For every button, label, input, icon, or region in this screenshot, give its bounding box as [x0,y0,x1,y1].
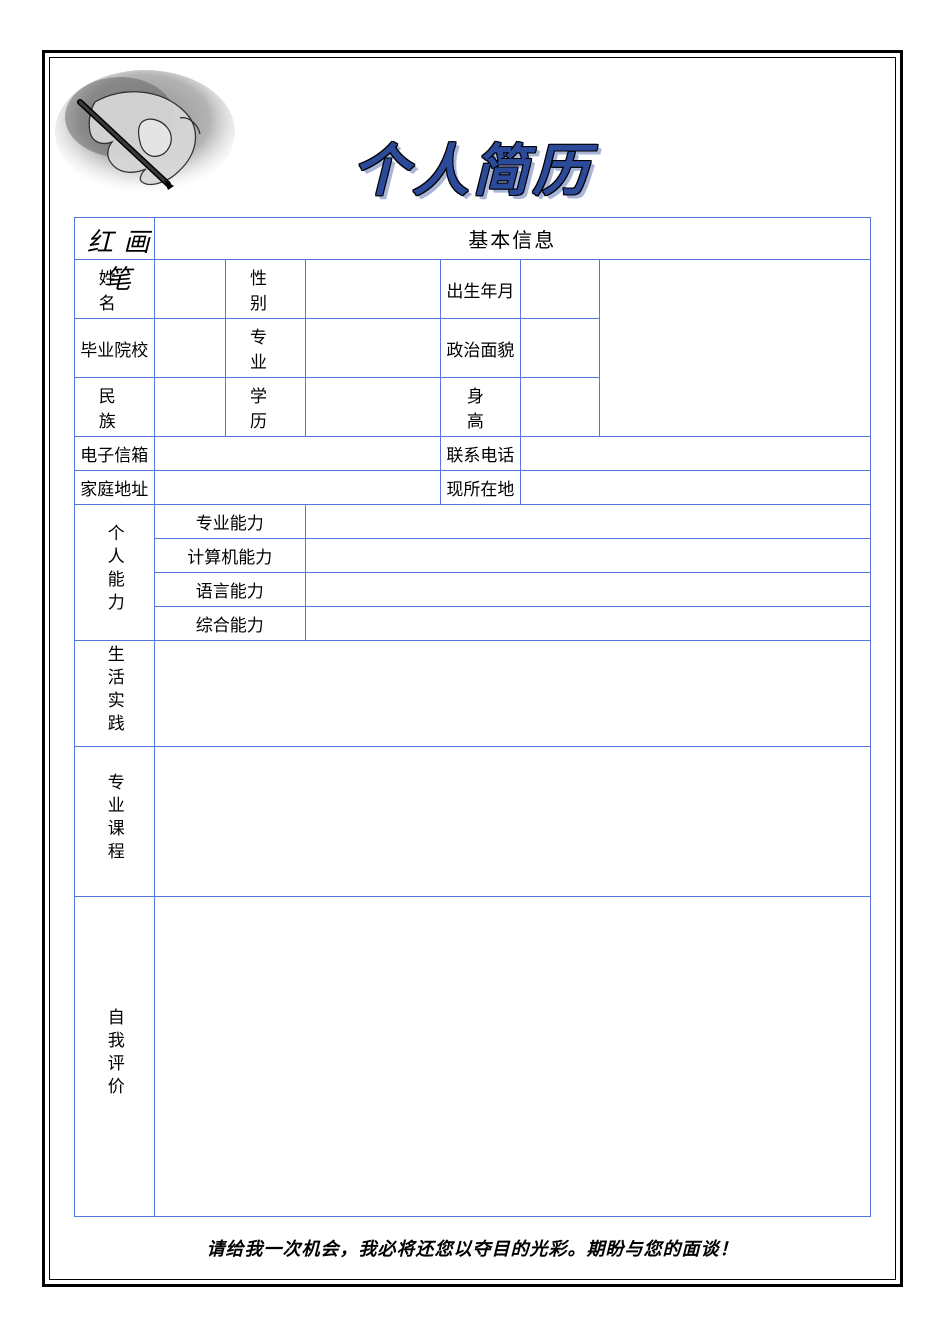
row-email: 电子信箱 联系电话 [75,437,871,471]
label-height: 身 高 [441,378,521,437]
value-ability-language[interactable] [305,573,870,607]
label-ability-professional: 专业能力 [154,505,305,539]
value-height[interactable] [520,378,600,437]
value-name[interactable] [154,260,226,319]
label-pro-courses: 专业课程 [75,747,155,897]
header-row: 红 画 笔 基本信息 [75,218,871,260]
label-phone: 联系电话 [441,437,521,471]
label-education: 学 历 [226,378,306,437]
value-life-practice[interactable] [154,641,870,747]
value-email[interactable] [154,437,441,471]
resume-table: 红 画 笔 基本信息 姓 名 性 别 出生年月 毕业院校 专 业 政治面貌 [74,217,871,1217]
section-basic-info: 基本信息 [154,218,870,260]
page-inner-frame: 个人简历 红 画 笔 基本信息 姓 名 性 别 出生年月 [49,57,896,1280]
row-ability-1: 个人能力 专业能力 [75,505,871,539]
value-current-loc[interactable] [520,471,870,505]
value-education[interactable] [305,378,440,437]
label-ethnic: 民 族 [75,378,155,437]
footer-slogan: 请给我一次机会，我必将还您以夺目的光彩。期盼与您的面谈！ [74,1235,871,1261]
label-birth: 出生年月 [441,260,521,319]
value-school[interactable] [154,319,226,378]
value-home-addr[interactable] [154,471,441,505]
value-ability-professional[interactable] [305,505,870,539]
value-gender[interactable] [305,260,440,319]
label-gender: 性 别 [226,260,306,319]
row-ability-4: 综合能力 [75,607,871,641]
value-self-eval[interactable] [154,897,870,1217]
script-mark: 红 画 笔 [85,222,154,296]
row-ability-2: 计算机能力 [75,539,871,573]
value-phone[interactable] [520,437,870,471]
row-address: 家庭地址 现所在地 [75,471,871,505]
label-self-eval: 自我评价 [75,897,155,1217]
value-pro-courses[interactable] [154,747,870,897]
row-pro-courses: 专业课程 [75,747,871,897]
photo-cell[interactable] [600,260,871,437]
label-email: 电子信箱 [75,437,155,471]
label-ability-computer: 计算机能力 [154,539,305,573]
row-name: 姓 名 性 别 出生年月 [75,260,871,319]
value-politics[interactable] [520,319,600,378]
label-politics: 政治面貌 [441,319,521,378]
value-birth[interactable] [520,260,600,319]
row-life-practice: 生活实践 [75,641,871,747]
value-ability-comprehensive[interactable] [305,607,870,641]
row-ability-3: 语言能力 [75,573,871,607]
value-ethnic[interactable] [154,378,226,437]
row-self-eval: 自我评价 [75,897,871,1217]
value-major[interactable] [305,319,440,378]
label-life-practice: 生活实践 [75,641,155,747]
label-current-loc: 现所在地 [441,471,521,505]
label-ability-group: 个人能力 [75,505,155,641]
label-major: 专 业 [226,319,306,378]
label-school: 毕业院校 [75,319,155,378]
label-ability-comprehensive: 综合能力 [154,607,305,641]
label-home-addr: 家庭地址 [75,471,155,505]
label-ability-language: 语言能力 [154,573,305,607]
document-title: 个人简历 [74,126,871,207]
value-ability-computer[interactable] [305,539,870,573]
page-outer-frame: 个人简历 红 画 笔 基本信息 姓 名 性 别 出生年月 [42,50,903,1287]
script-mark-cell: 红 画 笔 [75,218,155,260]
